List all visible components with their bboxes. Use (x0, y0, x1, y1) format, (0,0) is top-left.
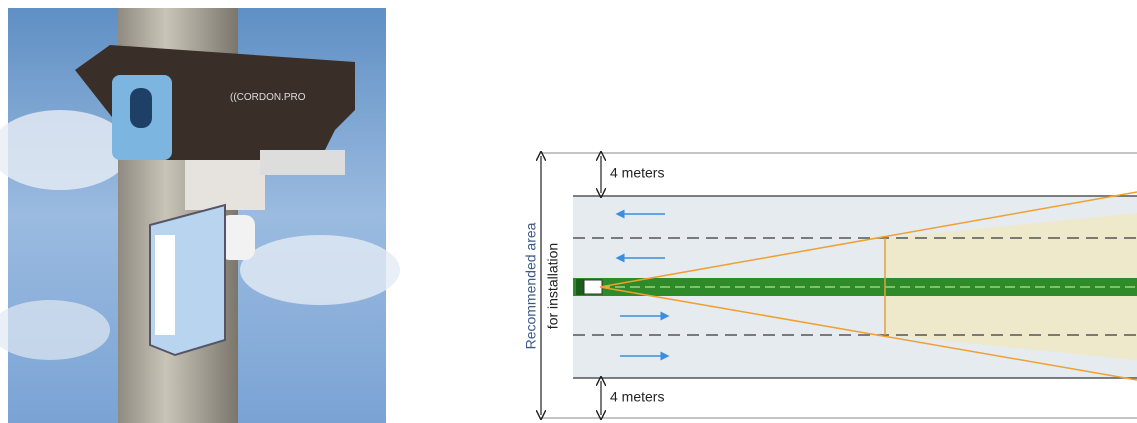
brand-label: ((CORDON.PRO (230, 92, 306, 103)
side-label: for installation (545, 243, 561, 329)
installation-diagram: Recommended area for installation 4 mete… (523, 153, 1137, 418)
side-label: Recommended area (523, 222, 539, 349)
camera-photo: ((CORDON.PRO (0, 8, 400, 423)
bottom-offset: 4 meters (610, 389, 664, 405)
top-offset: 4 meters (610, 165, 664, 181)
